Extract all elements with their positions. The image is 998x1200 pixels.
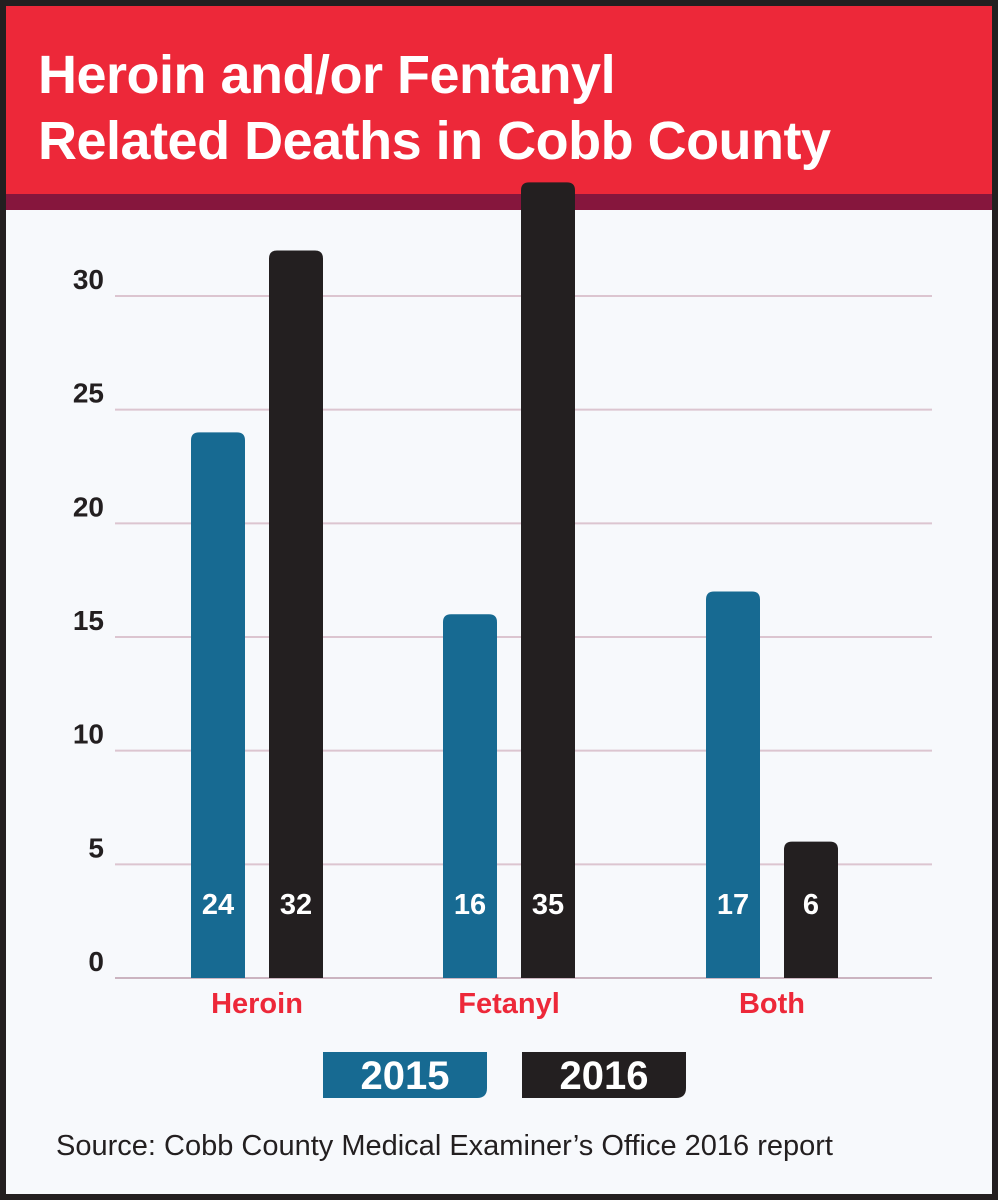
bar-value-label-both-2015: 17 <box>717 889 749 921</box>
chart-title: Heroin and/or Fentanyl Related Deaths in… <box>38 42 831 174</box>
legend-label-2016: 2016 <box>560 1054 649 1098</box>
y-tick-label-0: 0 <box>88 946 104 977</box>
chart-title-line-2: Related Deaths in Cobb County <box>38 111 831 171</box>
bar-value-label-fetanyl-2015: 16 <box>454 889 486 921</box>
y-tick-label-25: 25 <box>73 378 104 409</box>
bar-fetanyl-2015 <box>443 614 497 978</box>
y-tick-label-15: 15 <box>73 605 104 636</box>
category-label-fetanyl: Fetanyl <box>458 988 560 1020</box>
bar-value-label-heroin-2016: 32 <box>280 889 312 921</box>
y-tick-label-30: 30 <box>73 264 104 295</box>
source-note: Source: Cobb County Medical Examiner’s O… <box>56 1130 833 1162</box>
bar-both-2015 <box>706 591 760 978</box>
bar-heroin-2015 <box>191 432 245 978</box>
title-banner-stripe <box>6 194 992 210</box>
bar-value-label-fetanyl-2016: 35 <box>532 889 564 921</box>
y-tick-label-5: 5 <box>88 832 104 863</box>
chart-title-line-1: Heroin and/or Fentanyl <box>38 45 616 105</box>
bar-fetanyl-2016 <box>521 182 575 979</box>
bar-both-2016 <box>784 841 838 978</box>
title-banner: Heroin and/or Fentanyl Related Deaths in… <box>6 6 992 194</box>
legend-label-2015: 2015 <box>361 1054 450 1098</box>
bar-value-label-heroin-2015: 24 <box>202 889 234 921</box>
y-tick-label-20: 20 <box>73 491 104 522</box>
bar-value-label-both-2016: 6 <box>803 889 819 921</box>
y-tick-label-10: 10 <box>73 719 104 750</box>
category-label-both: Both <box>739 988 805 1020</box>
category-label-heroin: Heroin <box>211 988 303 1020</box>
bar-heroin-2016 <box>269 250 323 979</box>
legend-swatch-2016 <box>522 1052 686 1098</box>
legend-swatch-2015 <box>323 1052 487 1098</box>
